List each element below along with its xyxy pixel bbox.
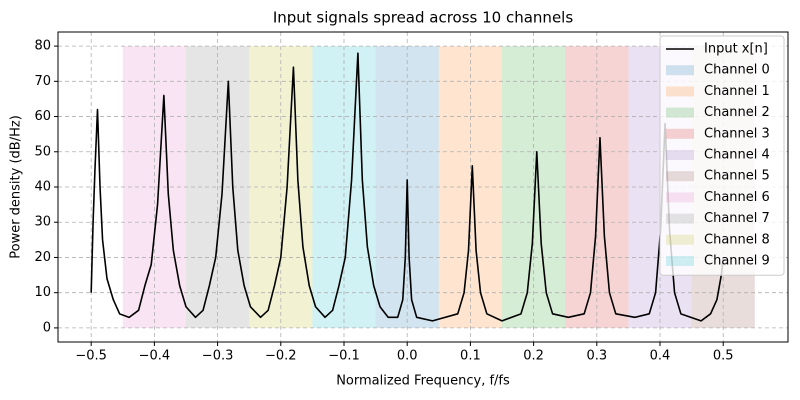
y-tick-label: 30 — [34, 215, 51, 230]
legend-swatch — [666, 256, 694, 266]
signal-line — [90, 52, 725, 322]
x-tick-label: −0.4 — [139, 349, 171, 364]
x-tick-label: 0.1 — [460, 349, 481, 364]
legend-label: Channel 8 — [704, 232, 770, 247]
legend-label: Input x[n] — [704, 42, 768, 57]
y-tick-label: 70 — [34, 74, 51, 89]
legend-label: Channel 3 — [704, 126, 770, 141]
x-tick-label: −0.5 — [75, 349, 107, 364]
x-tick-label: 0.3 — [586, 349, 607, 364]
legend-swatch — [666, 150, 694, 160]
x-tick-label: −0.1 — [328, 349, 360, 364]
y-tick-label: 80 — [34, 39, 51, 54]
y-tick-label: 20 — [34, 250, 51, 265]
legend-label: Channel 4 — [704, 148, 770, 163]
legend-label: Channel 6 — [704, 190, 770, 205]
legend-swatch — [666, 86, 694, 97]
legend-swatch — [666, 128, 694, 139]
x-tick-label: 0.0 — [397, 349, 418, 364]
legend-label: Channel 5 — [704, 169, 770, 184]
legend-label: Channel 9 — [704, 254, 770, 269]
legend-label: Channel 0 — [704, 63, 770, 78]
legend-swatch — [666, 234, 694, 245]
y-tick-label: 50 — [34, 144, 51, 159]
legend-swatch — [666, 192, 694, 203]
legend-label: Channel 7 — [704, 211, 770, 226]
legend-swatch — [666, 213, 694, 224]
y-tick-label: 40 — [34, 180, 51, 195]
x-tick-label: 0.2 — [523, 349, 544, 364]
legend-swatch — [666, 65, 694, 76]
x-axis-label: Normalized Frequency, f/fs — [336, 374, 510, 389]
legend: Input x[n] Channel 0 Channel 1 Channel 2 Cha… — [659, 35, 785, 276]
plot-frame — [57, 31, 789, 343]
legend-swatch — [666, 171, 694, 182]
legend-label: Channel 2 — [704, 105, 770, 120]
y-tick-label: 10 — [34, 285, 51, 300]
x-tick-label: −0.3 — [202, 349, 234, 364]
legend-swatch — [666, 107, 694, 118]
chart-title: Input signals spread across 10 channels — [273, 9, 574, 27]
legend-label: Channel 1 — [704, 84, 770, 99]
legend-box — [659, 35, 785, 276]
x-tick-label: 0.4 — [650, 349, 671, 364]
y-tick-label: 60 — [34, 109, 51, 124]
x-tick-label: −0.2 — [265, 349, 297, 364]
y-axis-label: Power density (dB/Hz) — [9, 115, 24, 259]
y-tick-label: 0 — [43, 320, 51, 335]
x-tick-label: 0.5 — [713, 349, 734, 364]
